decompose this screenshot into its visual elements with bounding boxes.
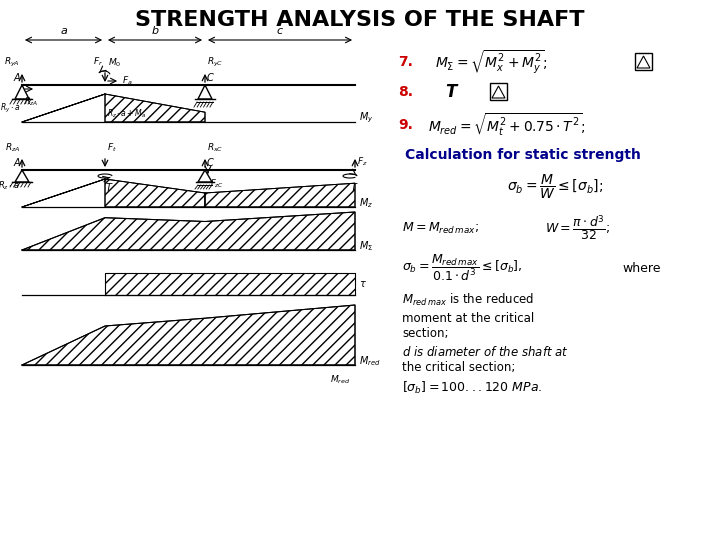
Text: $R_{zA}$: $R_{zA}$: [24, 95, 38, 107]
Text: $R_{xC}$: $R_{xC}$: [207, 141, 223, 154]
Text: A: A: [14, 73, 20, 83]
Text: T: T: [445, 83, 456, 101]
Text: $M = M_{red\,max};$: $M = M_{red\,max};$: [402, 220, 479, 235]
Text: $\sigma_b = \dfrac{M}{W} \leq [\sigma_b];$: $\sigma_b = \dfrac{M}{W} \leq [\sigma_b]…: [507, 173, 603, 201]
Text: $M_0$: $M_0$: [108, 57, 122, 69]
Text: $R_{z} \cdot a$: $R_{z} \cdot a$: [0, 180, 20, 192]
Text: C: C: [207, 73, 214, 83]
Text: a: a: [60, 26, 67, 36]
Text: $M_y$: $M_y$: [359, 111, 374, 125]
Text: $F_r$: $F_r$: [93, 56, 103, 68]
Text: $M_{red} = \sqrt{M_t^2 + 0.75 \cdot T^2};$: $M_{red} = \sqrt{M_t^2 + 0.75 \cdot T^2}…: [428, 112, 585, 138]
Text: C: C: [207, 158, 214, 168]
Text: T: T: [106, 183, 112, 193]
Text: the critical section;: the critical section;: [402, 361, 516, 375]
Text: $\sigma_b = \dfrac{M_{red\,max}}{0.1 \cdot d^3} \leq [\sigma_b],$: $\sigma_b = \dfrac{M_{red\,max}}{0.1 \cd…: [402, 253, 523, 283]
Text: $W = \dfrac{\pi \cdot d^3}{32};$: $W = \dfrac{\pi \cdot d^3}{32};$: [545, 213, 611, 243]
Text: $R_y \cdot a$: $R_y \cdot a$: [0, 102, 20, 114]
Text: 9.: 9.: [398, 118, 413, 132]
Text: $M_{red}$: $M_{red}$: [359, 354, 381, 368]
Bar: [635, 53, 652, 70]
Polygon shape: [22, 179, 105, 207]
Text: $[\sigma_b] = 100...120\ MPa.$: $[\sigma_b] = 100...120\ MPa.$: [402, 380, 543, 396]
Text: T: T: [351, 183, 357, 193]
Polygon shape: [22, 94, 105, 122]
Polygon shape: [105, 94, 205, 122]
Text: $R_{yA}$: $R_{yA}$: [4, 56, 20, 69]
Polygon shape: [105, 273, 355, 295]
Polygon shape: [22, 305, 355, 365]
Text: STRENGTH ANALYSIS OF THE SHAFT: STRENGTH ANALYSIS OF THE SHAFT: [135, 10, 585, 30]
Text: 8.: 8.: [398, 85, 413, 99]
Text: $M_\Sigma$: $M_\Sigma$: [359, 239, 373, 253]
Text: $F_{zC}$: $F_{zC}$: [210, 178, 224, 191]
Text: $M_{red}$: $M_{red}$: [330, 373, 350, 386]
Polygon shape: [22, 212, 355, 250]
Polygon shape: [105, 179, 205, 207]
Text: $F_z$: $F_z$: [357, 156, 368, 168]
Text: c: c: [277, 26, 283, 36]
Text: A: A: [14, 158, 20, 168]
Text: b: b: [151, 26, 158, 36]
Text: $\tau$: $\tau$: [359, 279, 367, 289]
Text: $R_{yC}$: $R_{yC}$: [207, 56, 223, 69]
Text: $R_z \cdot a + M_a$: $R_z \cdot a + M_a$: [107, 107, 146, 119]
Text: moment at the critical: moment at the critical: [402, 312, 534, 325]
Text: 7.: 7.: [398, 55, 413, 69]
Text: $F_t$: $F_t$: [107, 141, 117, 154]
Text: $d$ is diameter of the shaft at: $d$ is diameter of the shaft at: [402, 345, 569, 359]
Text: Calculation for static strength: Calculation for static strength: [405, 148, 641, 162]
Text: $F_a$: $F_a$: [122, 75, 132, 87]
Text: $M_{red\,max}$ is the reduced: $M_{red\,max}$ is the reduced: [402, 292, 534, 308]
Polygon shape: [205, 183, 355, 207]
Text: $R_{zA}$: $R_{zA}$: [4, 141, 20, 154]
Text: where: where: [622, 261, 660, 274]
Text: section;: section;: [402, 327, 449, 340]
Text: $M_z$: $M_z$: [359, 196, 373, 210]
Bar: [490, 83, 507, 100]
Text: $M_{\Sigma} = \sqrt{M_x^2 + M_y^2};$: $M_{\Sigma} = \sqrt{M_x^2 + M_y^2};$: [435, 49, 548, 76]
